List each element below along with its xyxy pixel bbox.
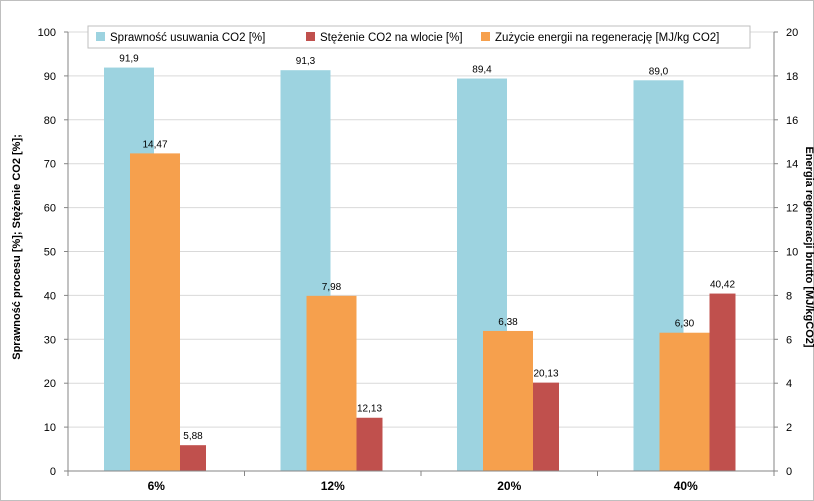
category-label: 20%: [497, 479, 521, 493]
category-label: 12%: [321, 479, 345, 493]
bar: [130, 153, 180, 472]
legend-label: Stężenie CO2 na wlocie [%]: [320, 32, 463, 44]
right-tick-label: 2: [786, 422, 792, 434]
right-tick-label: 0: [786, 466, 792, 478]
right-tick-label: 14: [786, 159, 798, 171]
legend-label: Sprawność usuwania CO2 [%]: [110, 32, 265, 44]
data-label: 12,13: [357, 404, 382, 415]
left-tick-label: 20: [44, 378, 56, 390]
left-tick-label: 50: [44, 247, 56, 259]
bar: [709, 293, 736, 471]
left-tick-label: 0: [50, 466, 56, 478]
data-label: 91,9: [119, 54, 139, 65]
bar: [533, 382, 559, 471]
category-label: 6%: [148, 479, 166, 493]
data-labels: 91,9 14,47 5,88 91,3 7,98 12,13 89,4 6,38 20,13 8…: [119, 54, 735, 443]
bar: [483, 330, 533, 471]
data-label: 89,0: [649, 66, 669, 77]
data-label: 91,3: [296, 56, 316, 67]
left-axis-ticks: 0 10 20 30 40 50 60 70 80 90 100: [38, 27, 56, 478]
right-axis-label: Energia regeneracji brutto [MJ/kgCO2]: [803, 146, 814, 347]
right-tick-label: 10: [786, 247, 798, 259]
left-tick-label: 10: [44, 422, 56, 434]
right-tick-label: 20: [786, 27, 798, 39]
legend: Sprawność usuwania CO2 [%] Stężenie CO2 n…: [87, 25, 751, 49]
category-label: 40%: [674, 479, 698, 493]
right-tick-label: 12: [786, 203, 798, 215]
bar: [180, 445, 206, 471]
data-label: 7,98: [322, 282, 342, 293]
bar: [659, 332, 710, 471]
right-tick-label: 8: [786, 290, 792, 302]
legend-label: Zużycie energii na regenerację [MJ/kg CO…: [495, 32, 719, 44]
right-tick-label: 16: [786, 115, 798, 127]
left-tick-label: 80: [44, 115, 56, 127]
left-axis-label: Sprawność procesu [%]; Stężenie CO2 [%];: [11, 134, 23, 360]
axes: [64, 31, 778, 476]
left-tick-label: 100: [38, 27, 56, 39]
left-tick-label: 70: [44, 159, 56, 171]
left-tick-label: 30: [44, 334, 56, 346]
right-tick-label: 6: [786, 334, 792, 346]
right-axis-ticks: 0 2 4 6 8 10 12 14 16 18 20: [786, 27, 798, 478]
data-label: 5,88: [183, 431, 203, 442]
data-label: 6,38: [498, 317, 518, 328]
legend-swatch: [306, 32, 315, 41]
right-tick-label: 18: [786, 71, 798, 83]
bar: [306, 295, 357, 471]
data-label: 14,47: [142, 139, 167, 150]
legend-box: [87, 25, 751, 49]
category-labels: 6% 12% 20% 40%: [148, 479, 699, 493]
bars: [104, 67, 736, 472]
data-label: 6,30: [675, 319, 695, 330]
data-label: 40,42: [710, 280, 735, 291]
legend-swatch: [481, 32, 490, 41]
left-tick-label: 60: [44, 203, 56, 215]
bar: [356, 417, 383, 471]
left-tick-label: 40: [44, 290, 56, 302]
legend-swatch: [96, 32, 105, 41]
right-tick-label: 4: [786, 378, 792, 390]
data-label: 20,13: [533, 369, 558, 380]
left-tick-label: 90: [44, 71, 56, 83]
data-label: 89,4: [472, 65, 492, 76]
